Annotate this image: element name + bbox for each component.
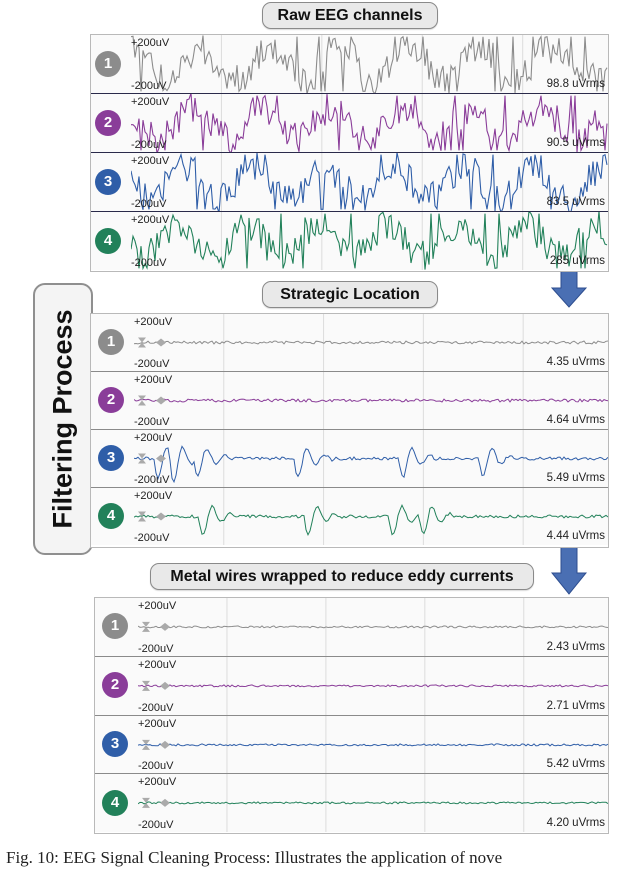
rms-value: 4.44 uVrms (546, 530, 605, 542)
channel-row: 4 +200uV -200uV 4.44 uVrms (91, 488, 608, 545)
scale-top-label: +200uV (134, 432, 173, 444)
scale-bottom-label: -200uV (134, 416, 170, 428)
eeg-trace (131, 153, 608, 211)
rms-value: 5.42 uVrms (546, 758, 605, 771)
rms-value: 4.35 uVrms (546, 356, 605, 368)
channel-badge: 2 (95, 109, 121, 136)
scale-bottom-label: -200uV (131, 198, 167, 210)
section-label-strategic: Strategic Location (262, 281, 438, 308)
scale-bottom-label: -200uV (138, 819, 174, 831)
channel-row: 1 +200uV -200uV 2.43 uVrms (95, 598, 608, 658)
eeg-trace (138, 598, 608, 656)
channel-badge: 1 (95, 50, 121, 77)
scale-bottom-label: -200uV (131, 257, 167, 269)
scale-marker-icon (142, 798, 170, 809)
channel-row: 2 +200uV -200uV 4.64 uVrms (91, 372, 608, 431)
channel-badge: 1 (102, 613, 128, 640)
channel-row: 1 +200uV -200uV 4.35 uVrms (91, 314, 608, 373)
scale-bottom-label: -200uV (138, 760, 174, 773)
scale-bottom-label: -200uV (131, 139, 167, 151)
channel-badge: 4 (95, 227, 121, 254)
scale-bottom-label: -200uV (134, 532, 170, 544)
scale-bottom-label: -200uV (138, 701, 174, 714)
scale-top-label: +200uV (134, 490, 173, 502)
channel-row: 3 +200uV -200uV 5.49 uVrms (91, 430, 608, 489)
scale-top-label: +200uV (134, 374, 173, 386)
section-label-raw: Raw EEG channels (262, 2, 438, 29)
scale-bottom-label: -200uV (131, 80, 167, 92)
eeg-trace (131, 94, 608, 152)
scale-top-label: +200uV (138, 717, 177, 730)
rms-value: 90.5 uVrms (546, 137, 605, 149)
scale-bottom-label: -200uV (138, 642, 174, 655)
channel-row: 2 +200uV -200uV 90.5 uVrms (91, 94, 608, 154)
down-arrow-icon (551, 547, 587, 595)
channel-badge: 3 (95, 168, 121, 195)
scale-top-label: +200uV (131, 37, 170, 49)
rms-value: 4.20 uVrms (546, 817, 605, 829)
channel-badge: 2 (98, 387, 124, 413)
eeg-trace (131, 35, 608, 93)
scale-top-label: +200uV (131, 155, 170, 167)
channel-badge: 4 (102, 789, 128, 816)
rms-value: 285 uVrms (549, 255, 605, 267)
strategic-location-panel: 1 +200uV -200uV 4.35 uVrms 2 +200uV -200uV 4.64… (90, 313, 609, 548)
rms-value: 83.5 uVrms (546, 196, 605, 208)
rms-value: 2.43 uVrms (546, 640, 605, 653)
eeg-trace (138, 656, 608, 715)
eeg-trace (138, 774, 608, 832)
channel-badge: 3 (98, 445, 124, 471)
scale-marker-icon (142, 739, 170, 750)
scale-marker-icon (142, 680, 170, 691)
scale-bottom-label: -200uV (134, 474, 170, 486)
scale-bottom-label: -200uV (134, 358, 170, 370)
scale-top-label: +200uV (131, 214, 170, 226)
rms-value: 5.49 uVrms (546, 472, 605, 484)
down-arrow-icon (551, 270, 587, 308)
rms-value: 98.8 uVrms (546, 78, 605, 90)
section-label-metal: Metal wires wrapped to reduce eddy curre… (150, 563, 534, 590)
channel-badge: 1 (98, 329, 124, 355)
rms-value: 4.64 uVrms (546, 414, 605, 426)
scale-top-label: +200uV (138, 658, 177, 671)
channel-row: 1 +200uV -200uV 98.8 uVrms (91, 35, 608, 95)
eeg-trace (134, 314, 608, 371)
metal-wires-panel: 1 +200uV -200uV 2.43 uVrms 2 +200uV -200uV 2.71… (94, 597, 609, 834)
channel-badge: 4 (98, 503, 124, 529)
rms-value: 2.71 uVrms (546, 699, 605, 712)
channel-row: 4 +200uV -200uV 285 uVrms (91, 212, 608, 270)
figure-caption: Fig. 10: EEG Signal Cleaning Process: Il… (6, 848, 503, 867)
channel-badge: 3 (102, 730, 128, 757)
scale-top-label: +200uV (131, 96, 170, 108)
eeg-trace (134, 488, 608, 545)
scale-marker-icon (138, 395, 166, 406)
filtering-process-label: Filtering Process (33, 283, 93, 555)
scale-top-label: +200uV (138, 776, 177, 789)
channel-row: 4 +200uV -200uV 4.20 uVrms (95, 774, 608, 832)
channel-row: 3 +200uV -200uV 5.42 uVrms (95, 715, 608, 776)
channel-row: 2 +200uV -200uV 2.71 uVrms (95, 656, 608, 717)
channel-row: 3 +200uV -200uV 83.5 uVrms (91, 153, 608, 213)
eeg-trace (134, 430, 608, 487)
eeg-trace (138, 715, 608, 774)
eeg-trace (131, 212, 608, 270)
scale-marker-icon (142, 621, 170, 632)
scale-marker-icon (138, 337, 166, 348)
scale-top-label: +200uV (134, 316, 173, 328)
scale-marker-icon (138, 511, 166, 522)
filtering-process-text: Filtering Process (47, 309, 78, 529)
eeg-trace (134, 372, 608, 429)
raw-eeg-panel: 1 +200uV -200uV 98.8 uVrms 2 +200uV -200uV 90.5… (90, 34, 609, 272)
scale-top-label: +200uV (138, 600, 177, 612)
channel-badge: 2 (102, 672, 128, 699)
scale-marker-icon (138, 453, 166, 464)
